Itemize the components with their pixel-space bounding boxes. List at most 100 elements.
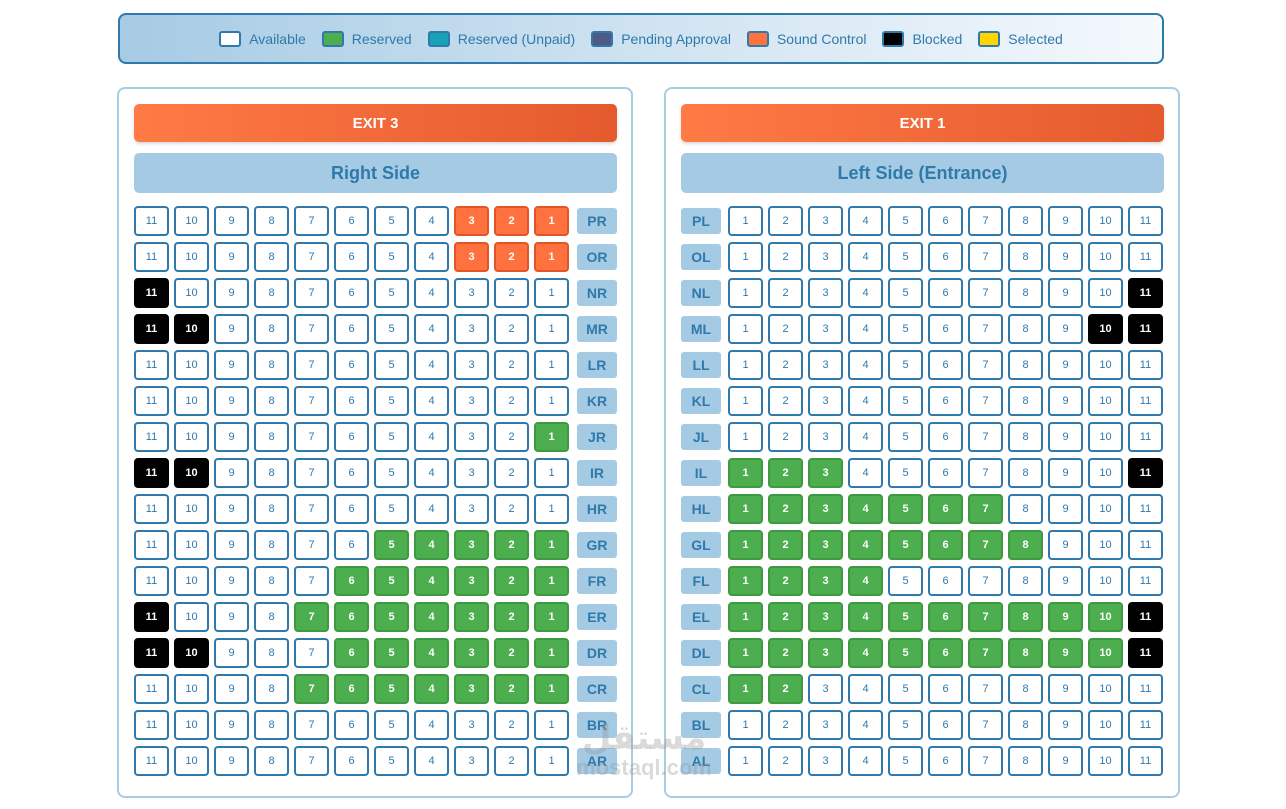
- seat-cl-6[interactable]: 6: [928, 674, 963, 704]
- seat-nr-1[interactable]: 1: [534, 278, 569, 308]
- seat-kr-8[interactable]: 8: [254, 386, 289, 416]
- seat-il-6[interactable]: 6: [928, 458, 963, 488]
- seat-er-9[interactable]: 9: [214, 602, 249, 632]
- seat-fl-2[interactable]: 2: [768, 566, 803, 596]
- seat-pr-11[interactable]: 11: [134, 206, 169, 236]
- seat-ol-1[interactable]: 1: [728, 242, 763, 272]
- seat-or-5[interactable]: 5: [374, 242, 409, 272]
- seat-cr-4[interactable]: 4: [414, 674, 449, 704]
- seat-ol-7[interactable]: 7: [968, 242, 1003, 272]
- seat-bl-9[interactable]: 9: [1048, 710, 1083, 740]
- seat-dr-1[interactable]: 1: [534, 638, 569, 668]
- seat-il-10[interactable]: 10: [1088, 458, 1123, 488]
- seat-gl-1[interactable]: 1: [728, 530, 763, 560]
- seat-dr-7[interactable]: 7: [294, 638, 329, 668]
- seat-fr-10[interactable]: 10: [174, 566, 209, 596]
- seat-gr-7[interactable]: 7: [294, 530, 329, 560]
- seat-jl-6[interactable]: 6: [928, 422, 963, 452]
- seat-el-10[interactable]: 10: [1088, 602, 1123, 632]
- seat-jr-7[interactable]: 7: [294, 422, 329, 452]
- seat-il-8[interactable]: 8: [1008, 458, 1043, 488]
- seat-dl-5[interactable]: 5: [888, 638, 923, 668]
- seat-el-5[interactable]: 5: [888, 602, 923, 632]
- seat-mr-8[interactable]: 8: [254, 314, 289, 344]
- seat-jl-3[interactable]: 3: [808, 422, 843, 452]
- seat-ml-6[interactable]: 6: [928, 314, 963, 344]
- seat-dl-1[interactable]: 1: [728, 638, 763, 668]
- seat-pl-9[interactable]: 9: [1048, 206, 1083, 236]
- seat-nl-11[interactable]: 11: [1128, 278, 1163, 308]
- seat-hr-1[interactable]: 1: [534, 494, 569, 524]
- seat-or-8[interactable]: 8: [254, 242, 289, 272]
- seat-mr-1[interactable]: 1: [534, 314, 569, 344]
- seat-ar-10[interactable]: 10: [174, 746, 209, 776]
- seat-ar-9[interactable]: 9: [214, 746, 249, 776]
- seat-gr-6[interactable]: 6: [334, 530, 369, 560]
- seat-ir-2[interactable]: 2: [494, 458, 529, 488]
- seat-kr-10[interactable]: 10: [174, 386, 209, 416]
- seat-er-8[interactable]: 8: [254, 602, 289, 632]
- seat-dl-2[interactable]: 2: [768, 638, 803, 668]
- seat-jl-9[interactable]: 9: [1048, 422, 1083, 452]
- seat-kr-1[interactable]: 1: [534, 386, 569, 416]
- seat-ir-1[interactable]: 1: [534, 458, 569, 488]
- seat-hl-7[interactable]: 7: [968, 494, 1003, 524]
- seat-al-10[interactable]: 10: [1088, 746, 1123, 776]
- seat-ll-3[interactable]: 3: [808, 350, 843, 380]
- seat-ol-9[interactable]: 9: [1048, 242, 1083, 272]
- seat-nl-8[interactable]: 8: [1008, 278, 1043, 308]
- seat-ol-4[interactable]: 4: [848, 242, 883, 272]
- seat-dl-7[interactable]: 7: [968, 638, 1003, 668]
- seat-ml-5[interactable]: 5: [888, 314, 923, 344]
- seat-bl-6[interactable]: 6: [928, 710, 963, 740]
- seat-kl-11[interactable]: 11: [1128, 386, 1163, 416]
- seat-pl-10[interactable]: 10: [1088, 206, 1123, 236]
- seat-nr-4[interactable]: 4: [414, 278, 449, 308]
- seat-lr-11[interactable]: 11: [134, 350, 169, 380]
- seat-nl-1[interactable]: 1: [728, 278, 763, 308]
- seat-gl-2[interactable]: 2: [768, 530, 803, 560]
- seat-jr-6[interactable]: 6: [334, 422, 369, 452]
- seat-dr-6[interactable]: 6: [334, 638, 369, 668]
- seat-gl-4[interactable]: 4: [848, 530, 883, 560]
- seat-er-10[interactable]: 10: [174, 602, 209, 632]
- seat-nl-9[interactable]: 9: [1048, 278, 1083, 308]
- seat-cl-2[interactable]: 2: [768, 674, 803, 704]
- seat-kr-7[interactable]: 7: [294, 386, 329, 416]
- seat-jr-10[interactable]: 10: [174, 422, 209, 452]
- seat-hl-4[interactable]: 4: [848, 494, 883, 524]
- seat-pr-2[interactable]: 2: [494, 206, 529, 236]
- seat-er-2[interactable]: 2: [494, 602, 529, 632]
- seat-el-6[interactable]: 6: [928, 602, 963, 632]
- seat-jl-1[interactable]: 1: [728, 422, 763, 452]
- seat-gl-6[interactable]: 6: [928, 530, 963, 560]
- seat-lr-3[interactable]: 3: [454, 350, 489, 380]
- seat-lr-6[interactable]: 6: [334, 350, 369, 380]
- seat-nr-9[interactable]: 9: [214, 278, 249, 308]
- seat-jr-5[interactable]: 5: [374, 422, 409, 452]
- seat-fr-1[interactable]: 1: [534, 566, 569, 596]
- seat-cl-1[interactable]: 1: [728, 674, 763, 704]
- seat-nr-8[interactable]: 8: [254, 278, 289, 308]
- seat-dr-8[interactable]: 8: [254, 638, 289, 668]
- seat-il-11[interactable]: 11: [1128, 458, 1163, 488]
- seat-br-7[interactable]: 7: [294, 710, 329, 740]
- seat-hr-11[interactable]: 11: [134, 494, 169, 524]
- seat-ol-8[interactable]: 8: [1008, 242, 1043, 272]
- seat-mr-5[interactable]: 5: [374, 314, 409, 344]
- seat-cl-9[interactable]: 9: [1048, 674, 1083, 704]
- seat-cl-10[interactable]: 10: [1088, 674, 1123, 704]
- seat-mr-9[interactable]: 9: [214, 314, 249, 344]
- seat-br-3[interactable]: 3: [454, 710, 489, 740]
- seat-dr-5[interactable]: 5: [374, 638, 409, 668]
- seat-hl-1[interactable]: 1: [728, 494, 763, 524]
- seat-ll-4[interactable]: 4: [848, 350, 883, 380]
- seat-bl-5[interactable]: 5: [888, 710, 923, 740]
- seat-ar-11[interactable]: 11: [134, 746, 169, 776]
- seat-fl-1[interactable]: 1: [728, 566, 763, 596]
- seat-el-8[interactable]: 8: [1008, 602, 1043, 632]
- seat-er-1[interactable]: 1: [534, 602, 569, 632]
- seat-hr-8[interactable]: 8: [254, 494, 289, 524]
- seat-ll-2[interactable]: 2: [768, 350, 803, 380]
- seat-hl-8[interactable]: 8: [1008, 494, 1043, 524]
